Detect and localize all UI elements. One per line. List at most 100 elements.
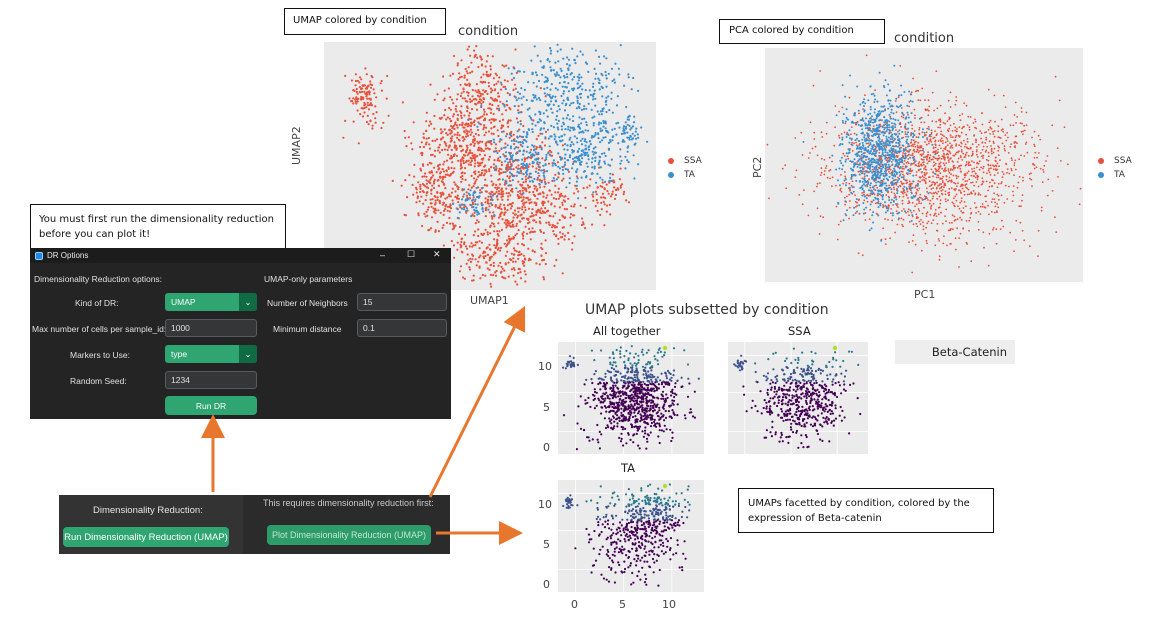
pca-point xyxy=(841,84,844,87)
umap-point xyxy=(449,222,452,225)
umap-point xyxy=(557,237,560,240)
pca-point xyxy=(812,84,815,87)
pca-point xyxy=(857,199,860,202)
umap-point xyxy=(503,242,506,245)
umap-point xyxy=(508,158,512,161)
umap-point xyxy=(420,141,423,144)
pca-point xyxy=(895,141,898,144)
umap-point xyxy=(482,101,485,104)
umap-point xyxy=(506,168,509,171)
pca-point xyxy=(960,200,963,202)
umap-point xyxy=(477,141,480,145)
umap-point xyxy=(475,83,478,86)
pca-point xyxy=(890,161,893,163)
umap-point xyxy=(486,54,489,57)
umap-point xyxy=(463,188,466,191)
umap-point xyxy=(543,121,546,124)
pca-point xyxy=(878,154,881,157)
umap-point xyxy=(479,80,482,83)
pca-point xyxy=(882,144,885,147)
umap-point xyxy=(553,179,556,182)
umap-point xyxy=(425,175,428,178)
pca-point xyxy=(1010,157,1013,160)
umap-point xyxy=(531,160,534,163)
umap-point xyxy=(504,171,507,174)
umap-point xyxy=(504,263,507,266)
umap-point xyxy=(476,56,479,59)
pca-point xyxy=(946,138,949,140)
pca-point xyxy=(898,167,901,170)
umap-point xyxy=(462,139,465,142)
umap-point xyxy=(536,54,539,57)
umap-point xyxy=(469,260,473,264)
pca-point xyxy=(924,182,927,185)
umap-point xyxy=(475,186,478,190)
umap-point xyxy=(578,147,581,150)
umap-point xyxy=(449,96,452,99)
umap-point xyxy=(548,103,551,106)
pca-point xyxy=(1001,128,1004,131)
pca-point xyxy=(834,105,837,107)
umap-point xyxy=(463,130,466,133)
pca-point xyxy=(955,151,958,154)
umap-point xyxy=(518,92,522,95)
pca-point xyxy=(926,127,929,130)
umap-point xyxy=(522,130,525,133)
pca-point xyxy=(866,185,869,188)
pca-point xyxy=(996,162,999,165)
umap-point xyxy=(519,271,522,274)
pca-point xyxy=(856,201,858,204)
umap-point xyxy=(525,201,528,204)
pca-point xyxy=(990,145,992,147)
umap-point xyxy=(557,60,560,63)
pca-point xyxy=(888,132,891,135)
umap-point xyxy=(428,147,432,150)
pca-point xyxy=(849,189,851,192)
umap-point xyxy=(473,182,476,185)
pca-point xyxy=(847,157,850,160)
pca-point xyxy=(1008,185,1010,188)
pca-point xyxy=(981,205,984,208)
umap-point xyxy=(587,154,590,158)
pca-point xyxy=(974,192,977,195)
umap-point xyxy=(387,114,390,117)
umap-point xyxy=(442,213,445,216)
umap-point xyxy=(518,207,521,210)
pca-point xyxy=(925,177,927,180)
umap-point xyxy=(363,101,366,104)
pca-point xyxy=(819,174,822,176)
umap-point xyxy=(465,132,468,135)
pca-point xyxy=(958,135,961,138)
pca-point xyxy=(917,208,920,210)
pca-point xyxy=(944,167,947,169)
pca-point xyxy=(861,147,864,149)
umap-point xyxy=(589,143,592,146)
umap-point xyxy=(597,163,600,166)
pca-point xyxy=(934,157,937,160)
pca-point xyxy=(1015,135,1018,138)
umap-point xyxy=(534,194,537,198)
umap-point xyxy=(559,67,562,70)
pca-point xyxy=(953,215,956,218)
pca-point xyxy=(943,235,945,238)
umap-point xyxy=(534,151,537,154)
pca-point xyxy=(860,153,863,156)
pca-point xyxy=(913,158,916,161)
pca-point xyxy=(912,223,915,226)
pca-point xyxy=(854,212,857,215)
umap-point xyxy=(456,241,459,244)
pca-point xyxy=(852,190,855,193)
pca-point xyxy=(835,184,837,187)
umap-point xyxy=(498,159,501,162)
umap-point xyxy=(597,77,600,80)
pca-point xyxy=(865,159,867,161)
umap-point xyxy=(352,102,355,105)
umap-point xyxy=(473,119,476,122)
umap-point xyxy=(497,95,500,98)
umap-point xyxy=(591,166,594,169)
umap-point xyxy=(521,145,524,148)
umap-point xyxy=(494,72,497,75)
pca-point xyxy=(959,216,961,219)
pca-point xyxy=(983,206,986,209)
pca-point xyxy=(930,222,933,225)
